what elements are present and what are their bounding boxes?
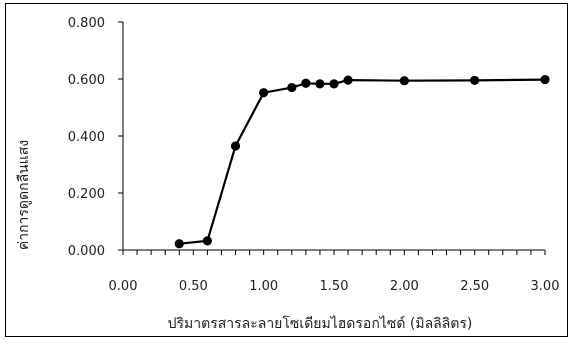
x-tick-label: 0.00 [109,279,138,294]
x-tick-label: 1.50 [320,279,349,294]
x-tick-label: 2.00 [390,279,419,294]
data-point [315,79,325,89]
x-tick-label: 0.50 [179,279,208,294]
data-point [174,239,184,249]
y-axis-title: ค่าการดูดกลืนแสง [16,140,32,250]
data-point [343,75,353,85]
x-tick-label: 3.00 [531,279,560,294]
data-point [399,76,409,86]
x-axis-title: ปริมาตรสารละลายโซเดียมไฮดรอกไซด์ (มิลลิล… [168,315,473,332]
y-tick-label: 0.600 [68,73,105,88]
data-point [301,78,311,88]
data-point [287,82,297,93]
data-point [230,141,241,151]
x-tick-label: 1.00 [249,279,278,294]
marker-layer [174,74,550,249]
x-tick-label: 2.50 [460,279,489,294]
data-point [202,236,212,246]
series-line [179,78,546,245]
data-point [540,74,550,85]
y-tick-label: 0.800 [68,16,105,31]
data-point [259,88,269,98]
tick-layer: 0.000 0.200 0.400 0.600 0.800 0.00 0.50 1.00 1.5… [5,3,568,337]
chart-frame [5,3,568,337]
series-layer [179,78,546,245]
y-tick-label: 0.200 [68,187,105,202]
y-tick-label: 0.400 [68,130,105,145]
data-point [470,75,480,86]
y-tick-label: 0.000 [68,244,105,259]
data-point [329,79,339,89]
